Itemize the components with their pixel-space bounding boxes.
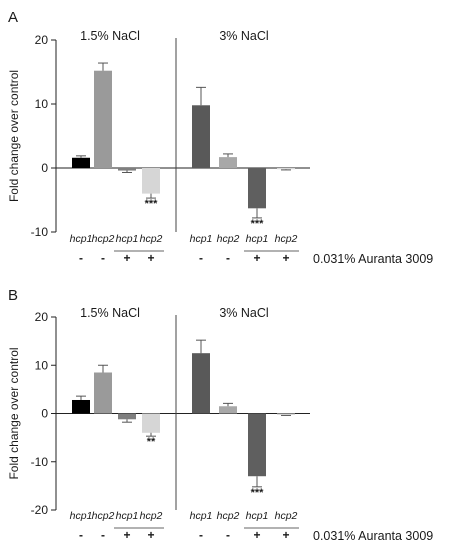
gene-label: hcp2 [140, 510, 163, 522]
gene-label: hcp2 [275, 510, 298, 522]
bar [72, 399, 90, 414]
bar [219, 406, 237, 414]
treatment-sign: + [253, 528, 260, 542]
chart-panel-b: B Fold change over control 20 10 0 -10 -20 1.5%… [7, 287, 433, 543]
y-tick-label: 0 [41, 407, 48, 421]
treatment-sign: + [253, 251, 260, 265]
treatment-sign: - [226, 528, 230, 542]
treatment-sign: - [79, 528, 83, 542]
group-label: 1.5% NaCl [80, 29, 140, 43]
gene-label: hcp2 [92, 510, 115, 522]
treatment-sign: + [282, 528, 289, 542]
y-tick-label: 20 [35, 33, 49, 47]
treatment-sign: - [101, 528, 105, 542]
treatment-sign: - [79, 251, 83, 265]
treatment-sign: + [123, 251, 130, 265]
bar [248, 413, 266, 477]
gene-label: hcp1 [190, 510, 213, 522]
bar [94, 372, 112, 414]
y-tick-label: 10 [35, 97, 49, 111]
treatment-label: 0.031% Auranta 3009 [313, 252, 433, 266]
treatment-sign: + [147, 251, 154, 265]
gene-label: hcp1 [246, 510, 269, 522]
treatment-sign: + [123, 528, 130, 542]
bar [192, 353, 210, 414]
group-label: 3% NaCl [219, 29, 268, 43]
gene-label: hcp2 [275, 233, 298, 245]
bar [277, 413, 295, 415]
significance-marker: ** [147, 436, 156, 448]
significance-marker: *** [251, 218, 265, 230]
treatment-sign: - [101, 251, 105, 265]
bar [219, 157, 237, 168]
bar [248, 168, 266, 209]
y-tick-label: -10 [31, 455, 49, 469]
gene-label: hcp2 [92, 233, 115, 245]
gene-label: hcp1 [116, 510, 139, 522]
bar [142, 168, 160, 194]
treatment-sign: - [199, 528, 203, 542]
y-tick-label: 0 [41, 161, 48, 175]
group-label: 1.5% NaCl [80, 306, 140, 320]
gene-label: hcp2 [217, 233, 240, 245]
gene-label: hcp2 [217, 510, 240, 522]
bar [94, 70, 112, 168]
y-tick-label: -10 [31, 225, 49, 239]
gene-label: hcp1 [70, 233, 93, 245]
bar [277, 168, 295, 170]
treatment-sign: - [199, 251, 203, 265]
gene-label: hcp1 [190, 233, 213, 245]
chart-panel-a: A Fold change over control 20 10 0 -10 1.5% Na… [7, 9, 433, 266]
gene-label: hcp1 [246, 233, 269, 245]
panel-label: A [8, 9, 18, 26]
bar [142, 413, 160, 433]
treatment-sign: + [147, 528, 154, 542]
y-tick-label: 10 [35, 358, 49, 372]
group-label: 3% NaCl [219, 306, 268, 320]
panel-label: B [8, 287, 18, 304]
bar [192, 105, 210, 168]
gene-label: hcp2 [140, 233, 163, 245]
bar [118, 413, 136, 420]
significance-marker: *** [145, 198, 159, 210]
y-axis-title: Fold change over control [7, 347, 21, 479]
y-tick-label: -20 [31, 503, 49, 517]
significance-marker: *** [251, 487, 265, 499]
treatment-sign: - [226, 251, 230, 265]
bar [118, 168, 136, 171]
gene-label: hcp1 [116, 233, 139, 245]
gene-label: hcp1 [70, 510, 93, 522]
treatment-label: 0.031% Auranta 3009 [313, 529, 433, 543]
y-axis-title: Fold change over control [7, 70, 21, 202]
treatment-sign: + [282, 251, 289, 265]
y-tick-label: 20 [35, 310, 49, 324]
bar [72, 157, 90, 168]
